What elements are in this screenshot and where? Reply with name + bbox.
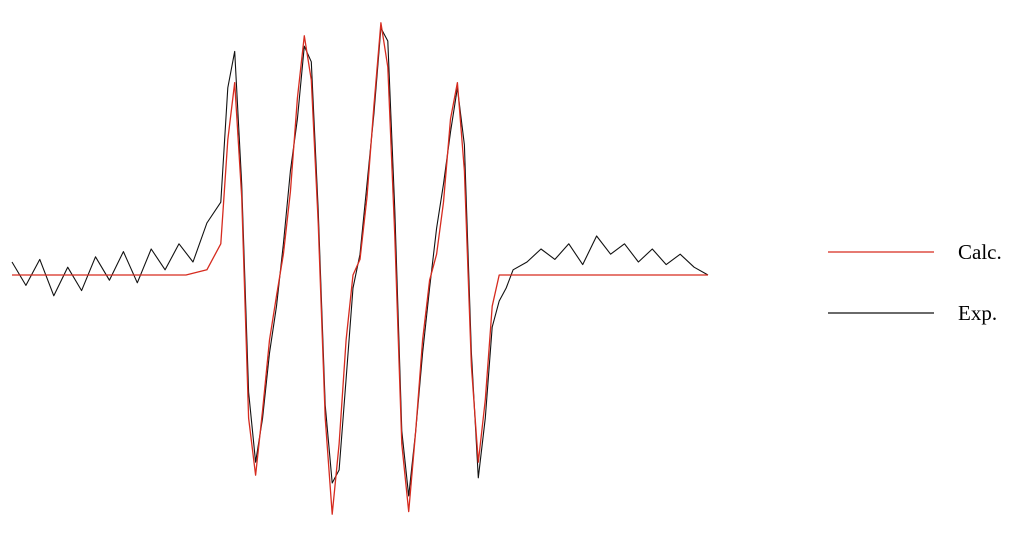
legend-label-exp: Exp.	[958, 301, 997, 325]
series-line-exp	[11, 27, 709, 497]
series-line-calc	[12, 22, 708, 515]
legend-label-calc: Calc.	[958, 240, 1002, 264]
plot-area	[11, 22, 709, 515]
legend: Calc. Exp.	[828, 240, 1002, 325]
